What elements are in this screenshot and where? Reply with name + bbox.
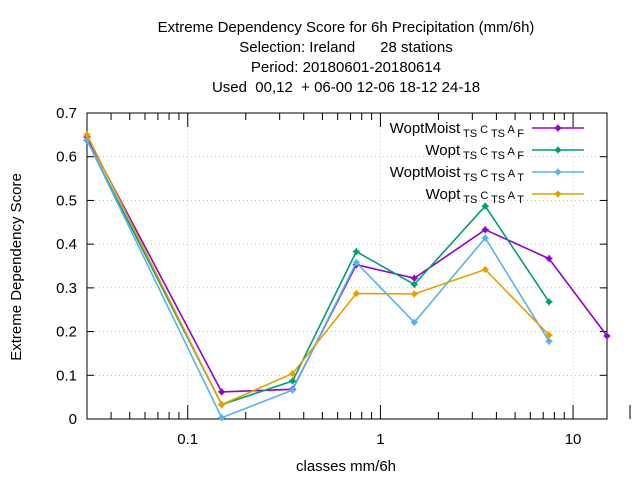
data-point (410, 318, 418, 326)
y-tick-label: 0.1 (56, 367, 77, 384)
data-point (352, 290, 360, 298)
x-axis-label: classes mm/6h (296, 458, 396, 475)
y-axis-label: Extreme Dependency Score (8, 173, 25, 361)
legend-marker (554, 124, 562, 132)
plot-frame (86, 112, 608, 420)
legend-label: Wopt TS C TS A T (426, 186, 525, 206)
legend-entry: WoptMoist TS C TS A T (390, 164, 584, 184)
y-tick-label: 0.2 (56, 324, 77, 341)
y-tick-label: 0.4 (56, 236, 77, 253)
chart-title-line-2: Selection: Ireland 28 stations (239, 39, 452, 56)
y-tick-label: 0.5 (56, 192, 77, 209)
x-tick-label: 1 (376, 431, 384, 448)
data-point (545, 255, 553, 263)
legend-marker (554, 146, 562, 154)
legend-entry: Wopt TS C TS A F (425, 142, 584, 162)
data-point (352, 248, 360, 256)
data-point (289, 370, 297, 378)
chart-title-line-3: Period: 20180601-20180614 (251, 59, 441, 76)
data-point (410, 290, 418, 298)
x-tick-label: 0.1 (177, 431, 198, 448)
series-1 (83, 133, 611, 396)
y-tick-label: 0.6 (56, 149, 77, 166)
chart-title-line-1: Extreme Dependency Score for 6h Precipit… (158, 19, 535, 36)
data-point (218, 388, 226, 396)
y-tick-label: 0 (69, 411, 77, 428)
data-point (410, 280, 418, 288)
series-4 (83, 131, 553, 409)
chart-title-line-4: Used 00,12 + 06-00 12-06 18-12 24-18 (212, 79, 480, 96)
title-block: Extreme Dependency Score for 6h Precipit… (158, 19, 535, 96)
data-point (218, 414, 226, 422)
legend-label: WoptMoist TS C TS A T (390, 164, 524, 184)
data-point (545, 298, 553, 306)
data-point (545, 331, 553, 339)
y-tick-label: 0.3 (56, 280, 77, 297)
series-line (86, 136, 608, 393)
legend-entry: WoptMoist TS C TS A F (390, 120, 584, 140)
data-point (481, 265, 489, 273)
axis-ticks: 0 0.1 0.2 0.3 0.4 0.5 0.6 0.7 0.1 1 10 (56, 105, 631, 448)
data-point (352, 259, 360, 267)
data-point (289, 377, 297, 385)
legend-label: Wopt TS C TS A F (425, 142, 524, 162)
series-layer (83, 131, 611, 422)
data-point (83, 131, 91, 139)
legend-label: WoptMoist TS C TS A F (390, 120, 525, 140)
x-tick-label: 10 (565, 431, 582, 448)
data-point (481, 202, 489, 210)
grid (87, 113, 607, 419)
data-point (481, 234, 489, 242)
y-tick-label: 0.7 (56, 105, 77, 122)
legend-entry: Wopt TS C TS A T (426, 186, 584, 206)
data-point (218, 401, 226, 409)
legend-marker (554, 190, 562, 198)
data-point (481, 226, 489, 234)
data-point (410, 274, 418, 282)
legend-marker (554, 168, 562, 176)
data-point (603, 332, 611, 340)
data-point (545, 337, 553, 345)
data-point (289, 386, 297, 394)
